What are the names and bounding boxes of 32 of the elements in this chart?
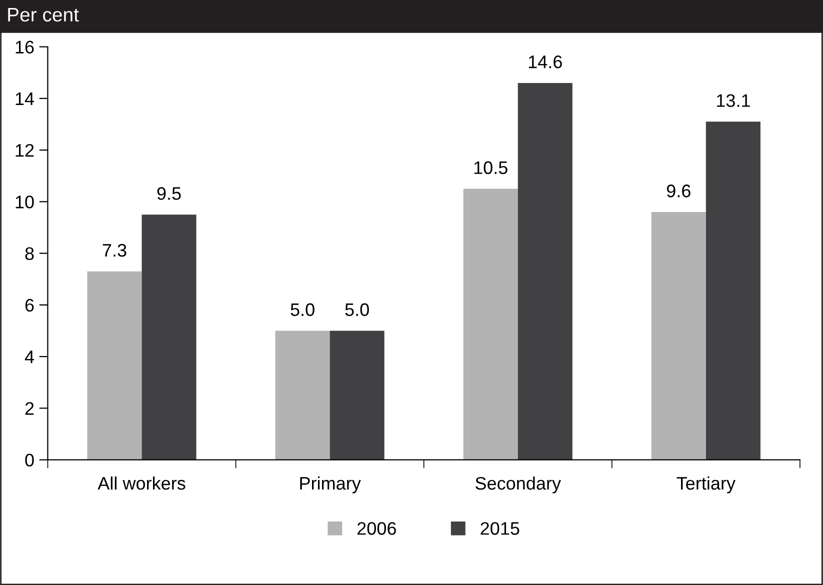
legend-label: 2006: [358, 522, 396, 535]
y-tick-label: 14: [16, 92, 34, 105]
data-label: 9.5: [157, 187, 181, 200]
x-tick-label: Secondary: [476, 476, 561, 494]
data-label: 5.0: [290, 303, 314, 316]
legend-label: 2015: [480, 522, 520, 535]
y-tick-label: 6: [25, 298, 34, 312]
y-tick-label: 4: [24, 350, 34, 364]
data-label: 14.6: [528, 55, 562, 68]
data-label: 5.0: [345, 303, 369, 316]
bar: [142, 214, 196, 460]
y-tick-label: 10: [16, 196, 34, 208]
data-label: 7.3: [102, 244, 126, 257]
bar: [706, 122, 760, 460]
bar: [651, 212, 706, 460]
y-tick-label: 0: [25, 454, 34, 467]
bar: [330, 330, 384, 460]
bar: [463, 188, 518, 460]
y-tick-label: 2: [25, 402, 34, 415]
bar: [518, 82, 572, 460]
bar: [87, 271, 142, 460]
y-tick-label: 16: [16, 40, 34, 54]
x-tick-label: Tertiary: [676, 476, 736, 494]
bar: [275, 330, 330, 460]
y-tick-label: 8: [25, 247, 34, 260]
y-tick-label: 12: [16, 144, 34, 157]
x-tick-label: Primary: [300, 476, 361, 494]
y-axis-title: Per cent: [8, 8, 79, 22]
data-label: 9.6: [666, 184, 690, 198]
data-label: 13.1: [717, 94, 750, 107]
x-tick-label: All workers: [98, 476, 186, 490]
data-label: 10.5: [474, 161, 508, 174]
